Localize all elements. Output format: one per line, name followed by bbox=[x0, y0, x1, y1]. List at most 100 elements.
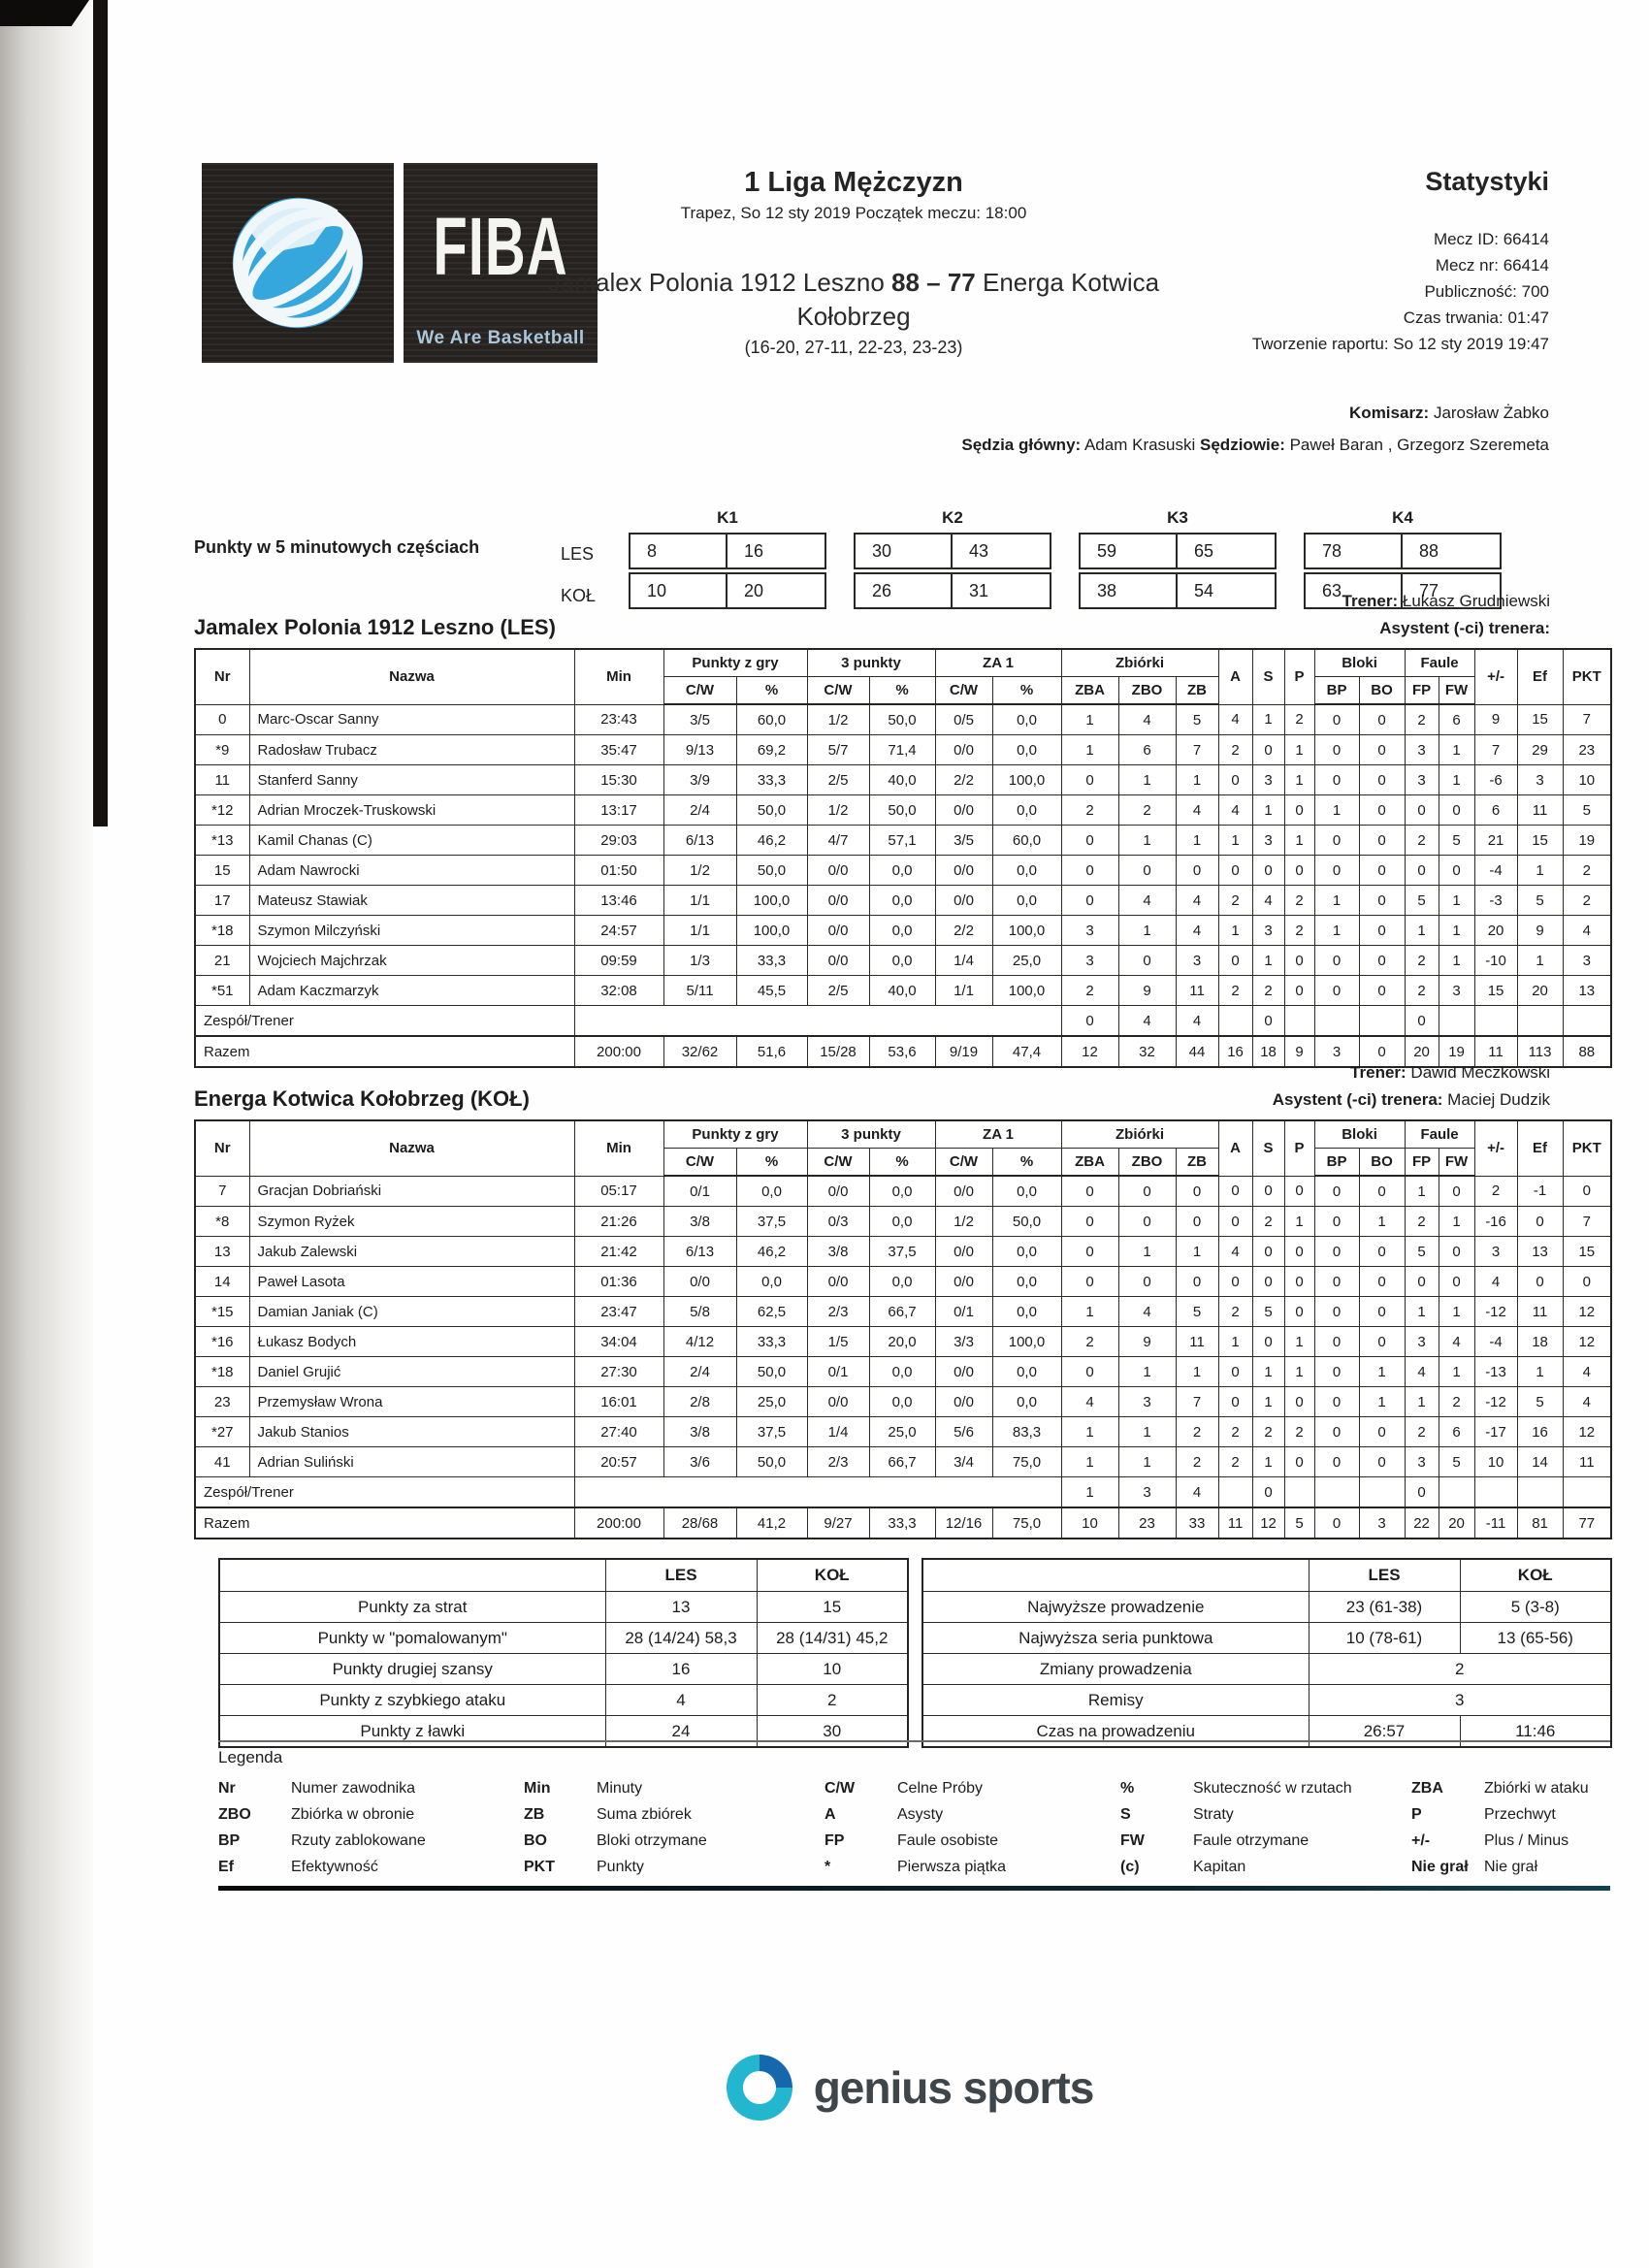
stat-cell: 1/1 bbox=[663, 915, 737, 946]
stat-cell: 3 bbox=[1175, 945, 1219, 976]
meta-line: Publiczność: 700 bbox=[1424, 282, 1549, 301]
stat-cell: 1 bbox=[1438, 734, 1475, 765]
stat-cell: 66,7 bbox=[868, 1446, 936, 1477]
referees-names: Paweł Baran , Grzegorz Szeremeta bbox=[1284, 436, 1549, 454]
summary-value: 11:46 bbox=[1459, 1715, 1612, 1748]
stat-cell: *12 bbox=[194, 794, 250, 826]
stat-cell: 1 bbox=[1060, 1416, 1119, 1447]
quarter-score-cell: 30 bbox=[872, 540, 892, 561]
stat-cell bbox=[1313, 1476, 1360, 1508]
stat-cell: 0 bbox=[1251, 734, 1285, 765]
stats-header-cell: C/W bbox=[806, 676, 870, 705]
stat-cell: 50,0 bbox=[868, 703, 936, 735]
player-row: 7 Gracjan Dobriański 05:17 0/1 0,0 0/0 0,0 0/0 0… bbox=[194, 1175, 1612, 1207]
stat-cell bbox=[1217, 1476, 1253, 1508]
stat-cell: 1 bbox=[1358, 1356, 1406, 1387]
stat-cell: 16:01 bbox=[573, 1386, 664, 1417]
summary-label: Najwyższa seria punktowa bbox=[922, 1622, 1310, 1654]
stat-cell: 21:42 bbox=[573, 1236, 664, 1267]
stat-cell: 5 bbox=[1283, 1507, 1315, 1539]
stats-header-cell: Ef bbox=[1516, 1119, 1564, 1177]
summary-row: Najwyższa seria punktowa 10 (78-61) 13 (65… bbox=[922, 1622, 1612, 1654]
player-row: 15 Adam Nawrocki 01:50 1/2 50,0 0/0 0,0 0/0 0,0 0… bbox=[194, 855, 1612, 886]
quarter-group: K4 78 88 63 77 bbox=[1304, 508, 1502, 612]
stat-cell: 13 bbox=[1516, 1236, 1564, 1267]
stat-cell: 4 bbox=[1175, 915, 1219, 946]
player-name: Przemysław Wrona bbox=[248, 1386, 575, 1417]
summary-value: 16 bbox=[604, 1653, 758, 1685]
legend-value: Zbiórka w obronie bbox=[291, 1806, 415, 1823]
legend-item: S Straty bbox=[1120, 1801, 1411, 1828]
stat-cell: 0 bbox=[1283, 1266, 1315, 1297]
league-title: 1 Liga Mężczyzn bbox=[744, 167, 963, 198]
legend-title: Legenda bbox=[218, 1748, 283, 1766]
stat-cell: 1 bbox=[1404, 1296, 1439, 1327]
quarter-score-cell: 65 bbox=[1176, 535, 1271, 567]
stat-cell: 0 bbox=[1283, 1175, 1315, 1207]
stat-cell: 9 bbox=[1516, 915, 1564, 946]
quarter-score-cell: 59 bbox=[1097, 540, 1117, 561]
stat-cell: 4 bbox=[1217, 1236, 1253, 1267]
stat-cell: 9/19 bbox=[934, 1035, 993, 1068]
legend-item: % Skuteczność w rzutach bbox=[1120, 1775, 1411, 1801]
stat-cell: -12 bbox=[1473, 1296, 1518, 1327]
stat-cell: 1 bbox=[1438, 1206, 1475, 1237]
stat-cell: 4 bbox=[1251, 885, 1285, 916]
stat-cell: 19 bbox=[1562, 825, 1612, 856]
player-name: Adam Kaczmarzyk bbox=[248, 975, 575, 1006]
stat-cell: 10 bbox=[1562, 764, 1612, 795]
stat-cell: 2 bbox=[1251, 975, 1285, 1006]
stat-cell: *18 bbox=[194, 1356, 250, 1387]
stat-cell: 50,0 bbox=[735, 1356, 808, 1387]
summary-label: Punkty w "pomalowanym" bbox=[218, 1622, 606, 1654]
stat-cell: 1 bbox=[1117, 1356, 1177, 1387]
stat-cell: 1 bbox=[1117, 1446, 1177, 1477]
quarter-group: K2 30 43 26 31 bbox=[854, 508, 1051, 612]
totals-row: Razem 200:00 32/62 51,6 15/28 53,6 9/19 47,4 12 3… bbox=[194, 1035, 1612, 1068]
summary-table: LES KOŁ Punkty za strat 13 15 Punkty w "pomal… bbox=[218, 1558, 909, 1748]
quarter-period-label: K1 bbox=[717, 508, 738, 527]
meta-line: Mecz ID: 66414 bbox=[1433, 230, 1549, 248]
stat-cell: 0 bbox=[1313, 764, 1360, 795]
stat-cell: 3/4 bbox=[934, 1446, 993, 1477]
stat-cell: 75,0 bbox=[991, 1507, 1062, 1539]
stat-cell: 27:30 bbox=[573, 1356, 664, 1387]
team-stats-table: Nr Nazwa Min Punkty z gry 3 punkty ZA 1 Zbiórk… bbox=[194, 648, 1613, 1068]
stat-cell: 5 bbox=[1562, 794, 1612, 826]
stat-cell: 0 bbox=[1060, 825, 1119, 856]
stat-cell bbox=[1516, 1476, 1564, 1508]
stat-cell: 13 bbox=[194, 1236, 250, 1267]
stat-cell: 1/2 bbox=[934, 1206, 993, 1237]
stat-cell: 1 bbox=[1060, 1446, 1119, 1477]
stat-cell: 0,0 bbox=[991, 703, 1062, 735]
stat-cell: 7 bbox=[1562, 1206, 1612, 1237]
stat-cell: 20 bbox=[1516, 975, 1564, 1006]
summary-value: 10 (78-61) bbox=[1308, 1622, 1461, 1654]
stats-header-cell: % bbox=[735, 676, 808, 705]
coach-name: Łukasz Grudniewski bbox=[1398, 592, 1550, 610]
stats-header-cell: FP bbox=[1404, 676, 1439, 705]
stat-cell: 53,6 bbox=[868, 1035, 936, 1068]
stat-cell: 0 bbox=[1313, 855, 1360, 886]
legend-item: Min Minuty bbox=[524, 1775, 824, 1801]
stat-cell: 0 bbox=[1251, 1266, 1285, 1297]
stat-cell: 0 bbox=[1060, 1236, 1119, 1267]
stats-header-cell: C/W bbox=[806, 1148, 870, 1177]
player-row: *27 Jakub Stanios 27:40 3/8 37,5 1/4 25,0 5/6 83… bbox=[194, 1416, 1612, 1447]
stat-cell bbox=[1562, 1476, 1612, 1508]
referees-line: Sędzia główny: Adam Krasuski Sędziowie: … bbox=[485, 436, 1549, 455]
legend-key: Nie grał bbox=[1411, 1859, 1469, 1875]
legend-key: PKT bbox=[524, 1859, 555, 1875]
stats-header-cell: S bbox=[1251, 1119, 1285, 1177]
stat-cell: 1 bbox=[1251, 703, 1285, 735]
stat-cell: 0,0 bbox=[991, 1386, 1062, 1417]
summary-value: 10 bbox=[756, 1653, 909, 1685]
legend-value: Kapitan bbox=[1193, 1859, 1246, 1875]
match-venue-date: Trapez, So 12 sty 2019 Początek meczu: 1… bbox=[680, 204, 1027, 222]
stat-cell: 50,0 bbox=[991, 1206, 1062, 1237]
summary-label: Punkty za strat bbox=[218, 1591, 606, 1623]
stat-cell: -17 bbox=[1473, 1416, 1518, 1447]
head-referee-name: Adam Krasuski bbox=[1081, 436, 1201, 454]
stat-cell: 0 bbox=[1313, 1175, 1360, 1207]
stat-cell: 0 bbox=[1283, 1296, 1315, 1327]
